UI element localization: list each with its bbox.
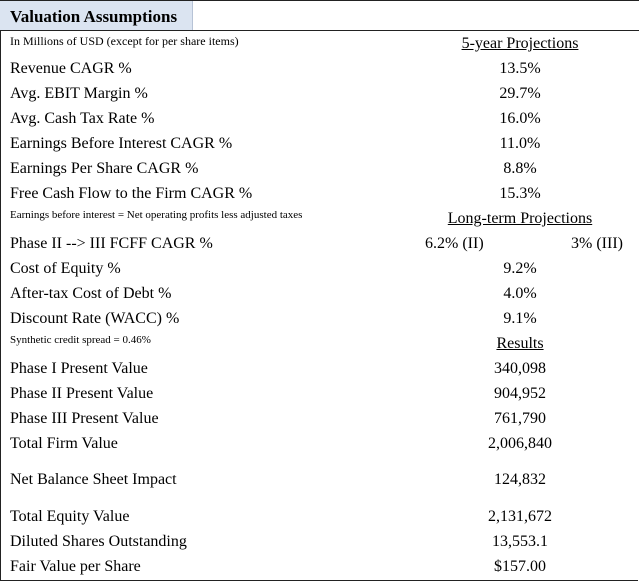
row-label: Fair Value per Share <box>10 558 141 575</box>
row-label: Free Cash Flow to the Firm CAGR % <box>10 185 253 202</box>
row-value: 9.1% <box>503 310 537 327</box>
page-title: Valuation Assumptions <box>10 7 178 26</box>
spread-note: Synthetic credit spread = 0.46% <box>10 334 151 346</box>
row-label: Earnings Before Interest CAGR % <box>10 135 233 152</box>
projections-header: 5-year Projections <box>461 35 579 52</box>
row-label: Diluted Shares Outstanding <box>10 533 187 550</box>
row-label: Total Firm Value <box>10 435 118 452</box>
row-value: 124,832 <box>494 471 546 488</box>
row-label: Net Balance Sheet Impact <box>10 471 177 488</box>
phase2-value: 6.2% (II) <box>425 235 484 252</box>
row-value: 2,131,672 <box>488 508 552 525</box>
row-label: Total Equity Value <box>10 508 130 525</box>
title-highlight <box>0 1 193 31</box>
row-value: 904,952 <box>494 385 546 402</box>
row-label: Phase I Present Value <box>10 360 148 377</box>
row-value: 11.0% <box>499 135 541 152</box>
row-label: After-tax Cost of Debt % <box>10 285 172 302</box>
row-value: 13,553.1 <box>492 533 548 550</box>
row-label: Avg. Cash Tax Rate % <box>10 110 155 127</box>
row-value: 761,790 <box>494 410 546 427</box>
row-label: Phase II --> III FCFF CAGR % <box>10 235 213 252</box>
earnings-note: Earnings before interest = Net operating… <box>10 209 303 221</box>
row-label: Avg. EBIT Margin % <box>10 85 148 102</box>
row-value: 4.0% <box>503 285 537 302</box>
row-label: Phase III Present Value <box>10 410 159 427</box>
title-rule <box>0 30 639 31</box>
row-label: Phase II Present Value <box>10 385 154 402</box>
row-value: 340,098 <box>494 360 546 377</box>
longterm-header: Long-term Projections <box>447 210 593 227</box>
units-note: In Millions of USD (except for per share… <box>10 34 239 48</box>
title-bar: Valuation Assumptions <box>0 0 639 31</box>
row-label: Earnings Per Share CAGR % <box>10 160 199 177</box>
row-label: Cost of Equity % <box>10 260 121 277</box>
row-label: Discount Rate (WACC) % <box>10 310 180 327</box>
row-value: 13.5% <box>499 60 541 77</box>
row-value: 29.7% <box>499 85 541 102</box>
row-value: 9.2% <box>503 260 537 277</box>
row-value: 15.3% <box>499 185 541 202</box>
phase3-value: 3% (III) <box>571 235 623 252</box>
row-value: 2,006,840 <box>488 435 552 452</box>
row-value: 16.0% <box>499 110 541 127</box>
row-value: 8.8% <box>503 160 537 177</box>
row-value: $157.00 <box>494 558 546 575</box>
row-label: Revenue CAGR % <box>10 60 132 77</box>
results-header: Results <box>496 335 544 352</box>
